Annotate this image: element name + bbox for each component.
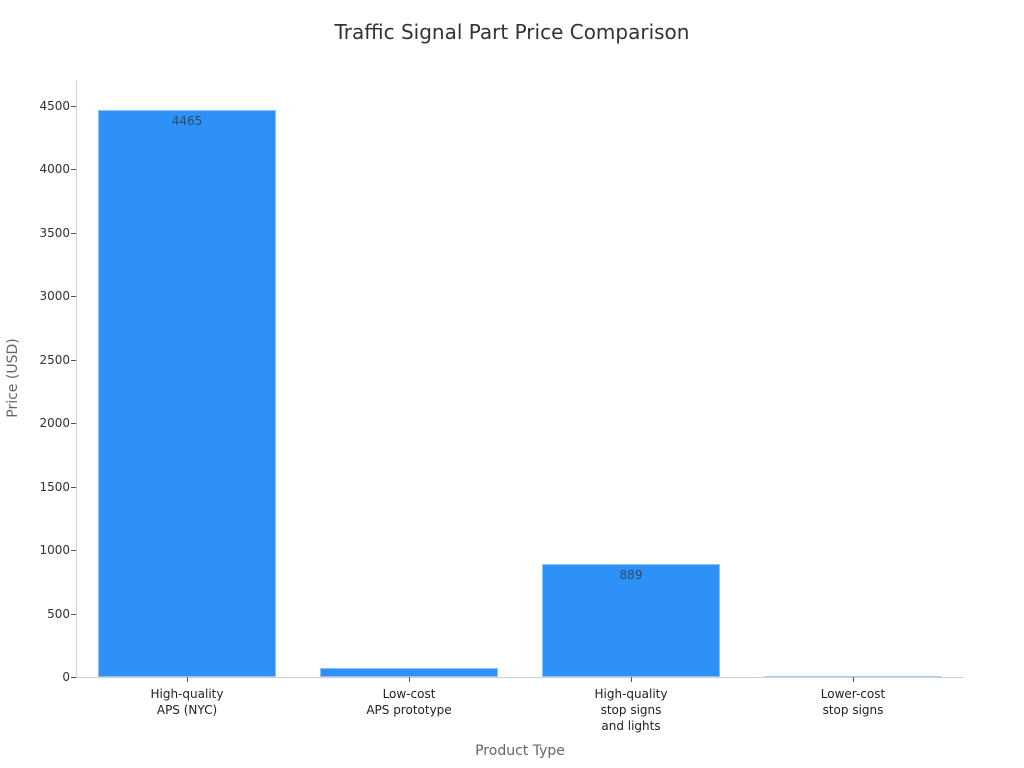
y-axis-label: Price (USD)	[5, 338, 21, 418]
x-axis-label: Product Type	[475, 743, 565, 759]
bar	[98, 110, 276, 677]
y-tick-label: 2000	[39, 416, 70, 431]
x-tick-mark	[409, 677, 410, 682]
bar	[320, 668, 498, 677]
bar	[542, 564, 720, 677]
chart-title: Traffic Signal Part Price Comparison	[334, 20, 690, 44]
y-axis-line	[76, 80, 77, 677]
x-tick-label: High-quality APS (NYC)	[150, 687, 224, 717]
y-tick-label: 3000	[39, 289, 70, 304]
x-tick-label: High-quality stop signs and lights	[594, 687, 668, 733]
y-tick-label: 4500	[39, 99, 70, 113]
y-tick-label: 2500	[39, 352, 70, 367]
y-tick-mark	[71, 359, 76, 361]
y-tick-label: 3500	[39, 225, 70, 240]
bar-value-label: 4465	[171, 114, 203, 129]
x-axis-line	[76, 677, 964, 678]
x-tick-label: Lower-cost stop signs	[820, 687, 886, 717]
y-tick-mark	[71, 613, 76, 615]
y-tick-label: 1500	[39, 479, 70, 494]
y-tick-label: 1000	[39, 543, 70, 558]
x-tick-mark	[631, 677, 632, 682]
x-tick-label: Low-cost APS prototype	[366, 687, 452, 717]
y-tick-mark	[71, 169, 76, 171]
y-tick-mark	[71, 106, 76, 107]
y-tick-label: 500	[47, 606, 70, 621]
y-tick-mark	[71, 677, 76, 678]
x-tick-mark	[187, 677, 188, 682]
x-tick-mark	[853, 677, 854, 682]
bar-value-label: 889	[619, 568, 643, 583]
y-tick-mark	[71, 296, 76, 298]
y-tick-mark	[71, 232, 76, 234]
bar	[764, 675, 942, 677]
y-tick-label: 4000	[39, 162, 70, 177]
y-tick-mark	[71, 486, 76, 488]
y-tick-mark	[71, 423, 76, 425]
y-tick-label: 0	[62, 670, 70, 684]
y-tick-mark	[71, 550, 76, 552]
